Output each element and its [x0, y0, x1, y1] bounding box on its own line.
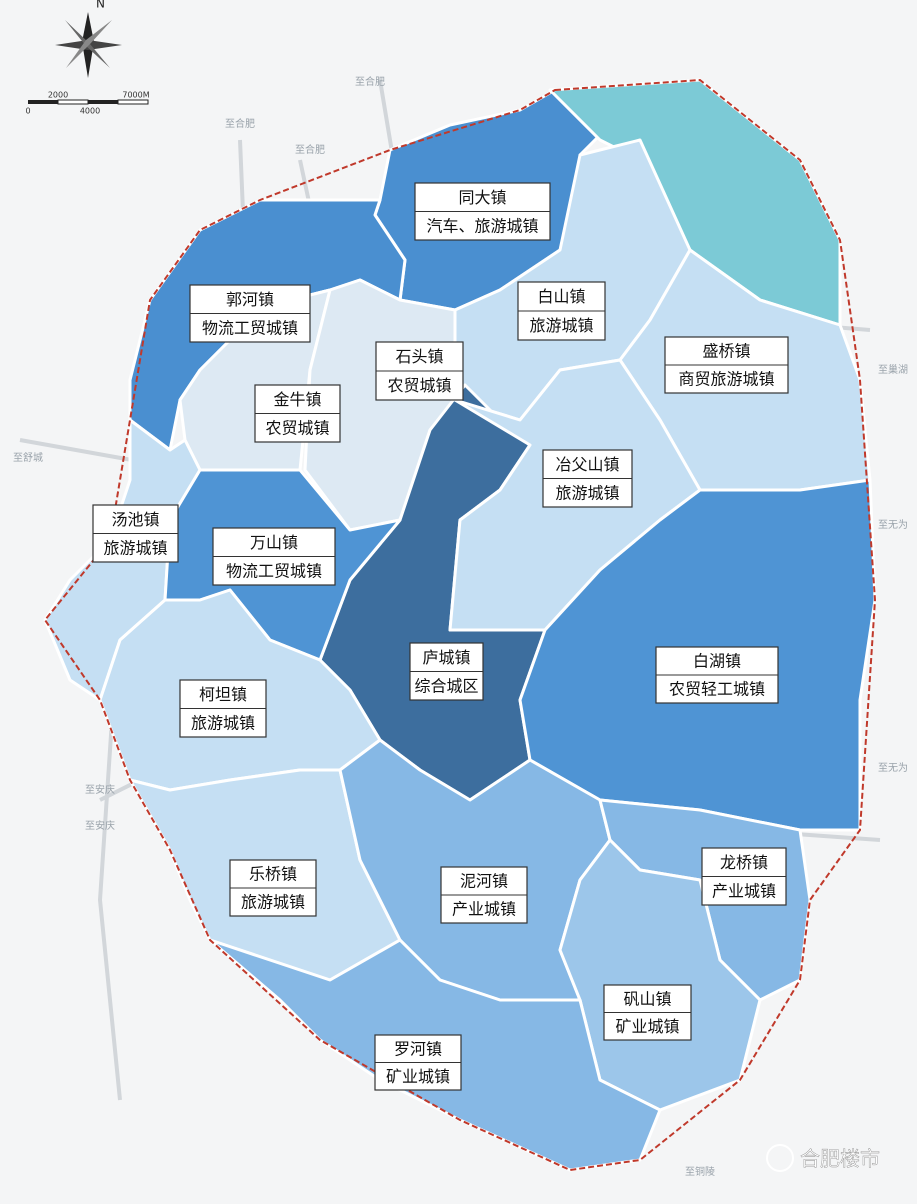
town-role: 物流工贸城镇 — [226, 561, 322, 580]
town-name: 泥河镇 — [460, 872, 508, 891]
town-name: 盛桥镇 — [702, 342, 750, 361]
town-name: 冶父山镇 — [555, 455, 619, 474]
town-role: 旅游城镇 — [241, 893, 305, 912]
town-role: 综合城区 — [414, 676, 478, 695]
place-label: 至无为 — [878, 762, 908, 774]
town-role: 农贸城镇 — [387, 376, 451, 395]
town-role: 产业城镇 — [452, 900, 516, 919]
town-role: 旅游城镇 — [529, 316, 593, 335]
town-role: 旅游城镇 — [103, 538, 167, 557]
place-label: 至安庆 — [85, 819, 115, 832]
scale-label: 2000 — [48, 91, 68, 100]
place-label: 至巢湖 — [878, 363, 908, 376]
place-label: 至合肥 — [355, 75, 385, 88]
town-name: 白山镇 — [537, 287, 585, 306]
town-name: 郭河镇 — [226, 290, 274, 309]
town-name: 龙桥镇 — [720, 853, 768, 872]
town-name: 石头镇 — [395, 347, 443, 366]
town-role: 物流工贸城镇 — [202, 318, 298, 337]
watermark-text: 合肥楼市 — [800, 1147, 880, 1171]
town-name: 罗河镇 — [394, 1039, 442, 1058]
place-label: 至铜陵 — [685, 1166, 715, 1178]
town-name: 金牛镇 — [273, 390, 321, 409]
town-role: 商贸旅游城镇 — [678, 370, 774, 389]
compass: N — [55, 0, 122, 78]
region-fanshan — [558, 838, 762, 1112]
town-role: 旅游城镇 — [191, 713, 255, 732]
watermark: 合肥楼市 — [766, 1144, 880, 1172]
place-label: 至合肥 — [225, 117, 255, 130]
town-role: 产业城镇 — [712, 881, 776, 900]
town-role: 汽车、旅游城镇 — [426, 216, 538, 235]
scale-label: 7000M — [122, 91, 149, 100]
town-role: 农贸城镇 — [265, 418, 329, 437]
place-label: 至无为 — [878, 519, 908, 531]
town-name: 庐城镇 — [422, 648, 470, 667]
scale-bar: 0 2000 4000 7000M — [25, 91, 149, 116]
place-label: 至合肥 — [295, 143, 325, 156]
town-name: 同大镇 — [458, 188, 506, 207]
place-label: 至舒城 — [13, 451, 43, 464]
town-name: 万山镇 — [250, 533, 298, 552]
town-labels: 同大镇汽车、旅游城镇郭河镇物流工贸城镇白山镇旅游城镇石头镇农贸城镇盛桥镇商贸旅游… — [92, 182, 789, 1091]
town-role: 矿业城镇 — [615, 1017, 679, 1036]
regions — [43, 78, 877, 1172]
town-role: 旅游城镇 — [555, 483, 619, 502]
town-role: 农贸轻工城镇 — [669, 680, 765, 699]
place-label: 至安庆 — [85, 783, 115, 796]
scale-label: 0 — [25, 107, 30, 116]
scale-label: 4000 — [80, 107, 100, 116]
compass-label: N — [96, 0, 105, 11]
town-name: 汤池镇 — [111, 510, 159, 529]
town-name: 矾山镇 — [623, 989, 671, 1008]
town-role: 矿业城镇 — [386, 1067, 450, 1086]
town-name: 白湖镇 — [693, 652, 741, 671]
county-border — [43, 78, 877, 1172]
town-name: 柯坦镇 — [199, 685, 247, 704]
town-name: 乐桥镇 — [249, 865, 297, 884]
